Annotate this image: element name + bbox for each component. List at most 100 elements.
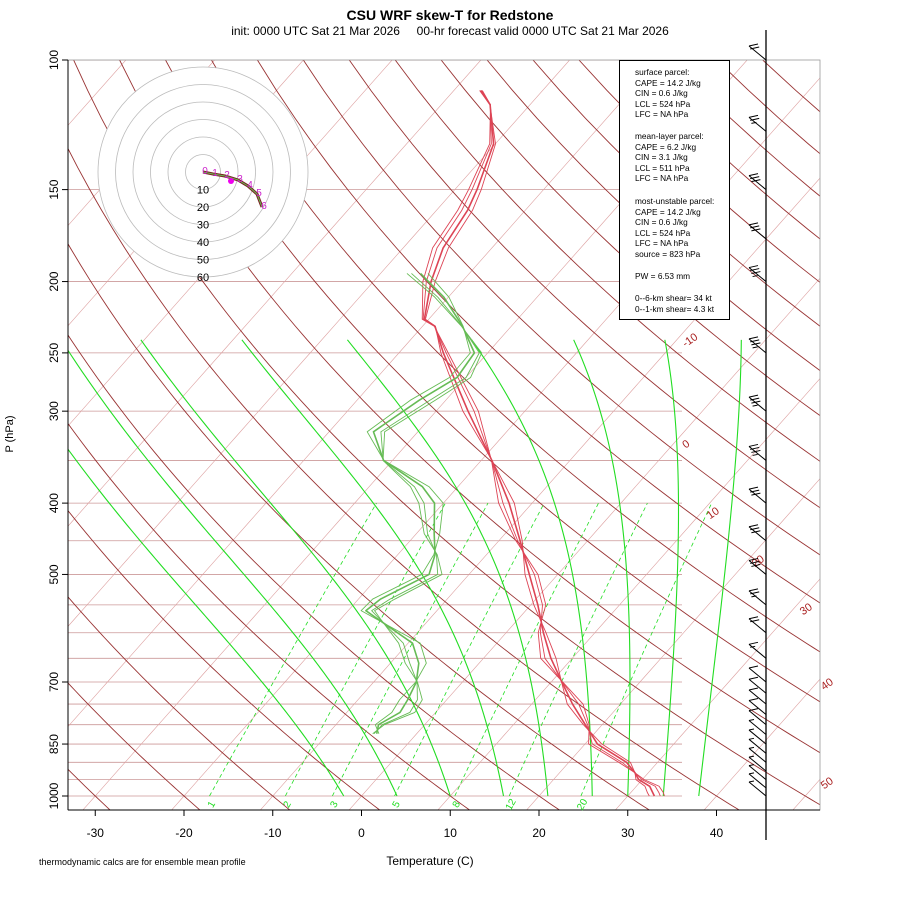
dry-adiabat-line [119, 60, 820, 754]
wind-barb-halfflag [748, 728, 755, 731]
wind-barb-shaft [748, 267, 767, 282]
hodograph-point-label: 0 [202, 166, 208, 177]
mixing-ratio-label: 8 [451, 799, 464, 810]
x-tick-label: 40 [710, 826, 724, 840]
hodograph-ring-label: 10 [197, 185, 209, 197]
wind-barb-halfflag [751, 595, 757, 598]
wind-barb-flag [750, 339, 760, 343]
dewpoint-trace [372, 273, 483, 735]
x-tick-label: 0 [358, 826, 365, 840]
mixing-ratio-line [580, 502, 713, 797]
hodograph-point-label: 1 [212, 168, 218, 179]
wind-barb-flag [751, 449, 761, 453]
wind-barb [748, 665, 767, 683]
moist-adiabat-line [140, 339, 451, 797]
wind-barb-flag [750, 46, 760, 50]
parcel-info-box: surface parcel: CAPE = 14.2 J/kg CIN = 0… [619, 60, 730, 320]
wind-barb-halfflag [748, 737, 755, 740]
x-tick-label: -10 [264, 826, 282, 840]
isotherm-line [68, 60, 393, 427]
wind-barb [748, 43, 767, 61]
hodograph: 10 20 30 40 50 60 0 1 2 345 6 [97, 66, 309, 284]
hodograph-ring-label: 50 [197, 255, 209, 267]
wind-barb [748, 486, 767, 504]
wind-barb [748, 737, 767, 754]
mixing-ratio-label: 2 [282, 799, 295, 810]
wind-barb-flag [750, 489, 760, 493]
y-tick-label: 200 [47, 271, 61, 291]
mean-layer-parcel-block: mean-layer parcel: CAPE = 6.2 J/kg CIN =… [635, 131, 704, 184]
surface-cin: CIN = 0.6 J/kg [635, 88, 688, 99]
wind-barb-halfflag [752, 453, 758, 456]
surface-lcl: LCL = 524 hPa [635, 98, 691, 109]
hodograph-point-label: 6 [261, 201, 267, 212]
moist-adiabat-line [241, 339, 505, 797]
mixed-parcel-heading: mean-layer parcel: [635, 131, 704, 141]
wind-barb-flag [751, 530, 761, 534]
chart-subtitle: init: 0000 UTC Sat 21 Mar 2026 00-hr for… [231, 24, 669, 38]
hodograph-point-label: 5 [256, 188, 262, 199]
isotherm-line [68, 60, 570, 627]
x-axis-label: Temperature (C) [386, 854, 474, 868]
wind-barb-shaft [748, 765, 767, 780]
wind-barb-flag [750, 225, 760, 229]
y-axis-label: P (hPa) [4, 415, 16, 453]
hodograph-ring [132, 101, 274, 243]
wind-barb-halfflag [751, 121, 757, 124]
wind-barb-flag [751, 400, 761, 404]
hodograph-ring [115, 84, 291, 260]
wind-barb-halfflag [752, 346, 758, 349]
unstable-lfc: LFC = NA hPa [635, 238, 689, 249]
precipitable-water: PW = 6.53 mm [635, 271, 691, 281]
x-tick-label: 30 [621, 826, 635, 840]
wind-barb-shaft [748, 689, 767, 705]
hodograph-ring-label: 40 [197, 237, 209, 249]
y-tick-label: 700 [47, 672, 61, 692]
wind-barb-shaft [748, 446, 767, 461]
wind-barb-flag [751, 271, 761, 275]
wind-barb-flag [748, 265, 759, 269]
wind-barb [748, 265, 767, 282]
y-tick-label: 300 [47, 401, 61, 421]
wind-barb-flag [748, 114, 759, 118]
moist-adiabat-line [471, 339, 593, 797]
wind-barb-shaft [748, 526, 767, 542]
wind-barb-flag [748, 222, 759, 226]
shear-0-6km: 0--6-km shear= 34 kt [635, 293, 712, 303]
wind-barb-flag [748, 524, 759, 528]
wind-barb [748, 222, 767, 240]
mixing-ratio-line [284, 502, 446, 797]
wind-barb-flag [751, 179, 761, 183]
mixed-cape: CAPE = 6.2 J/kg [635, 141, 697, 152]
hodograph-ring [150, 119, 256, 225]
wind-barb-flag [750, 117, 760, 121]
dry-adiabat-line [348, 60, 820, 509]
wind-barb-flag [748, 43, 759, 47]
dry-adiabat-line [68, 334, 561, 810]
wind-barb [748, 557, 767, 575]
wind-barb-flag [748, 486, 759, 490]
wind-barb-flag [748, 698, 759, 702]
temperature-trace [422, 90, 661, 797]
wind-barb-shaft [748, 224, 767, 240]
isotherm-line [171, 77, 820, 810]
wind-barb-flag [748, 665, 759, 669]
mixing-ratio-label: 12 [504, 797, 519, 813]
isotherm-line [792, 778, 820, 810]
wind-barb-shaft [748, 720, 767, 735]
wind-barb [748, 114, 767, 132]
moist-adiabat-line [662, 339, 680, 797]
y-tick-label: 250 [47, 343, 61, 363]
isotherm-line [348, 277, 820, 810]
surface-lfc: LFC = NA hPa [635, 109, 689, 120]
wind-barb-flag [748, 173, 759, 177]
moist-adiabat-line [346, 339, 549, 797]
wind-barb [748, 676, 767, 694]
isotherm-label: 50 [819, 775, 836, 792]
surface-parcel-heading: surface parcel: [635, 67, 690, 77]
wind-barb-column [748, 30, 767, 840]
x-tick-label: -20 [175, 826, 193, 840]
unstable-cin: CIN = 0.6 J/kg [635, 217, 688, 228]
mixing-ratio-label: 1 [206, 799, 219, 810]
shear-block: 0--6-km shear= 34 kt 0--1-km shear= 4.3 … [635, 293, 714, 314]
